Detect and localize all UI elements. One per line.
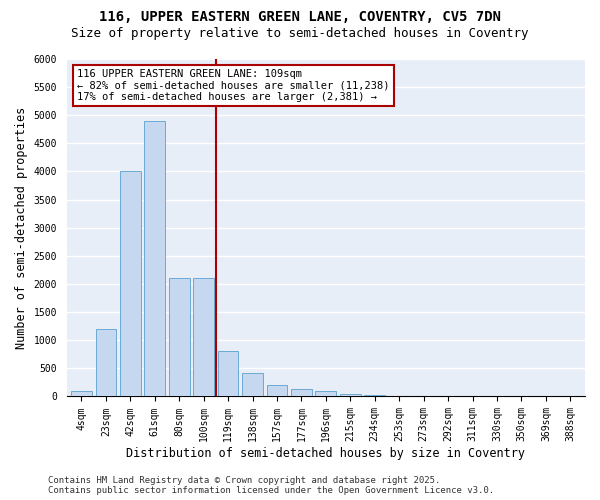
Bar	[291, 389, 312, 396]
Bar	[120, 172, 141, 396]
Bar	[266, 385, 287, 396]
Bar	[242, 373, 263, 396]
Bar	[218, 352, 238, 397]
Text: 116, UPPER EASTERN GREEN LANE, COVENTRY, CV5 7DN: 116, UPPER EASTERN GREEN LANE, COVENTRY,…	[99, 10, 501, 24]
Bar	[95, 329, 116, 396]
Bar	[316, 392, 336, 396]
Bar	[71, 391, 92, 396]
Bar	[193, 278, 214, 396]
Text: Size of property relative to semi-detached houses in Coventry: Size of property relative to semi-detach…	[71, 28, 529, 40]
Text: Contains HM Land Registry data © Crown copyright and database right 2025.
Contai: Contains HM Land Registry data © Crown c…	[48, 476, 494, 495]
Bar	[169, 278, 190, 396]
Bar	[340, 394, 361, 396]
Y-axis label: Number of semi-detached properties: Number of semi-detached properties	[15, 106, 28, 349]
Text: 116 UPPER EASTERN GREEN LANE: 109sqm
← 82% of semi-detached houses are smaller (: 116 UPPER EASTERN GREEN LANE: 109sqm ← 8…	[77, 69, 389, 102]
Bar	[145, 121, 165, 396]
X-axis label: Distribution of semi-detached houses by size in Coventry: Distribution of semi-detached houses by …	[127, 447, 526, 460]
